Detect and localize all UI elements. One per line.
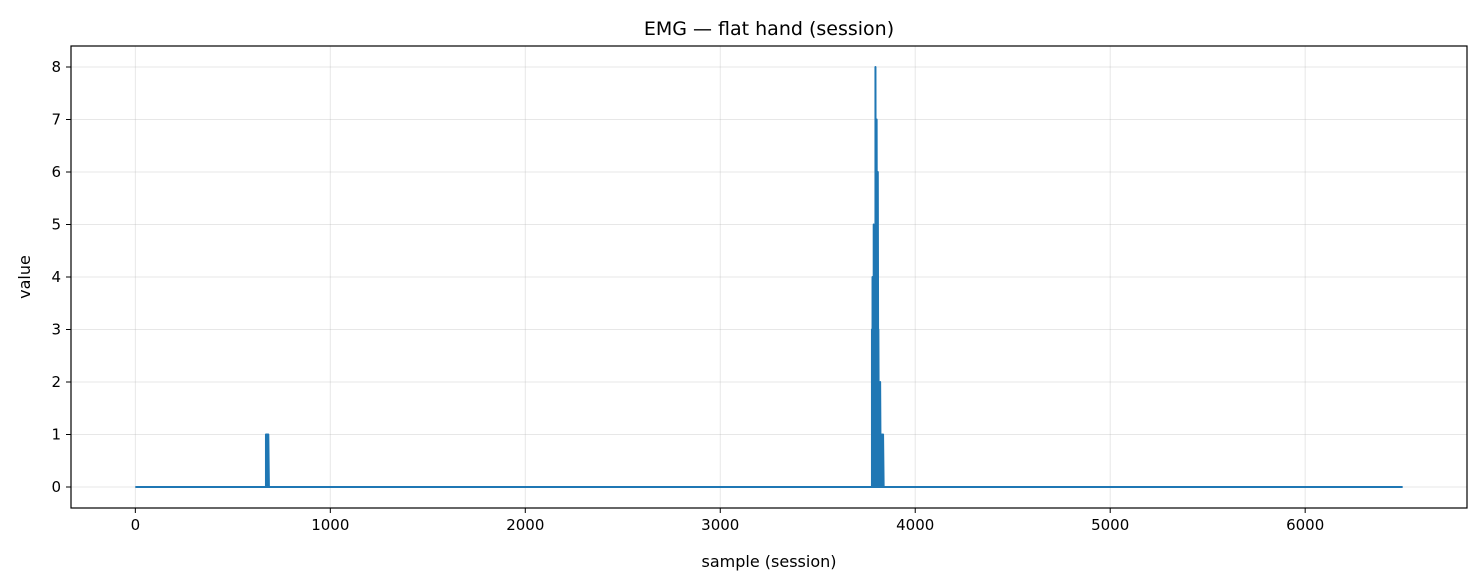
x-tick-label: 6000 <box>1286 516 1324 534</box>
chart-title: EMG — flat hand (session) <box>644 18 894 40</box>
y-tick-label: 7 <box>51 111 61 129</box>
plot-frame <box>70 45 1468 509</box>
y-tick-label: 5 <box>51 216 61 234</box>
y-tick-label: 2 <box>51 373 61 391</box>
x-tick-label: 5000 <box>1091 516 1129 534</box>
y-tick-label: 3 <box>51 321 61 339</box>
x-tick-label: 4000 <box>896 516 934 534</box>
x-tick-label: 1000 <box>311 516 349 534</box>
y-tick-label: 0 <box>51 478 61 496</box>
x-tick-label: 2000 <box>506 516 544 534</box>
axis-ticks: 0 1000 2000 3000 4000 5000 6000 0 1 2 3 4 5 6 7 8 <box>51 58 1324 534</box>
series-line <box>135 66 1403 488</box>
y-tick-label: 6 <box>51 163 61 181</box>
x-axis-label: sample (session) <box>702 552 837 571</box>
x-tick-label: 0 <box>131 516 141 534</box>
y-tick-label: 4 <box>51 268 61 286</box>
series-layer <box>135 66 1403 488</box>
y-tick-label: 8 <box>51 58 61 76</box>
y-axis-label: value <box>15 255 34 299</box>
grid-lines <box>71 46 1467 508</box>
y-tick-label: 1 <box>51 426 61 444</box>
x-tick-label: 3000 <box>701 516 739 534</box>
